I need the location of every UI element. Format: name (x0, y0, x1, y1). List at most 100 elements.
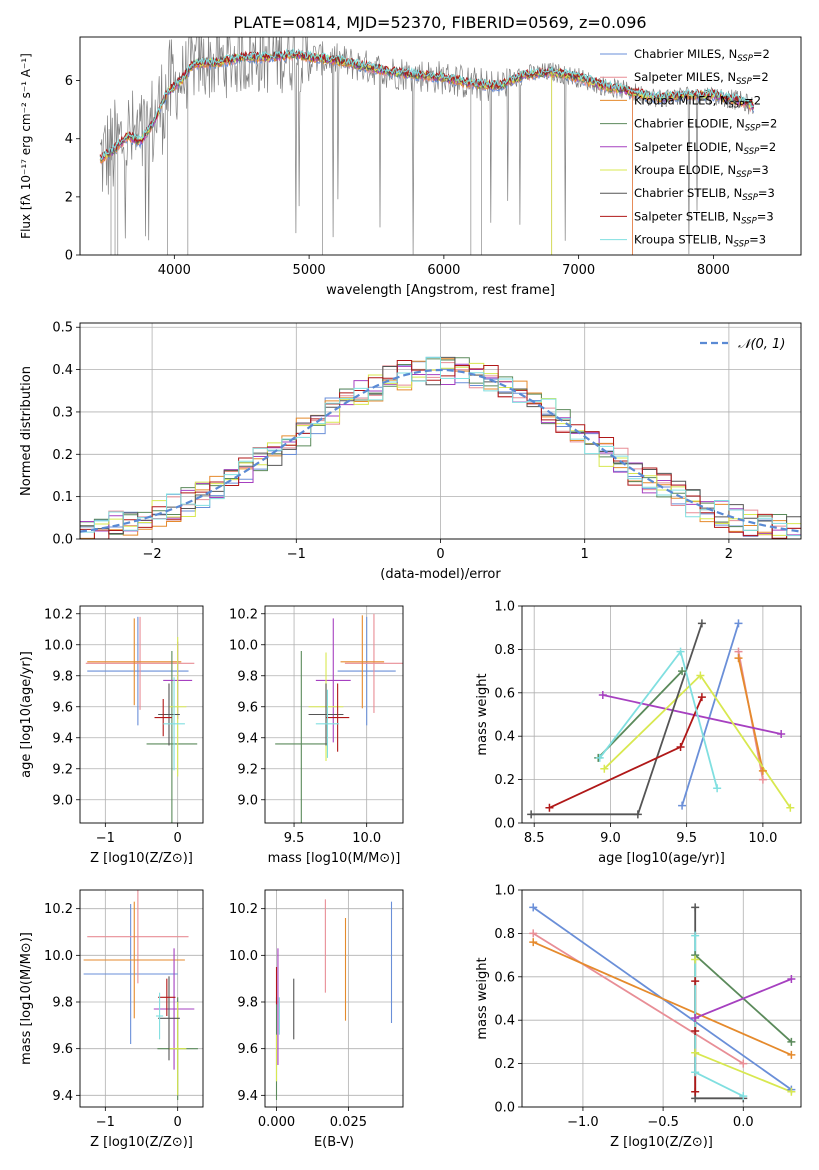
y-axis-label: mass weight (475, 957, 490, 1039)
y-tick-label: 0.2 (494, 773, 515, 788)
x-axis-label: Z [log10(Z/Z⊙)] (90, 851, 193, 866)
x-tick-label: 2 (725, 547, 733, 562)
y-tick-label: 0.6 (494, 970, 515, 985)
y-tick-label: 9.6 (52, 1042, 73, 1057)
data-point (786, 803, 795, 812)
y-tick-label: 10.0 (229, 949, 258, 964)
y-tick-label: 0.4 (52, 363, 73, 378)
y-tick-label: 0.8 (494, 643, 515, 658)
weight-series-8 (599, 649, 718, 789)
y-tick-label: 9.0 (237, 793, 258, 808)
legend-sub: SSP (744, 147, 760, 157)
plot-area (99, 37, 755, 255)
y-tick-label: 9.8 (52, 996, 73, 1011)
legend-suffix: =2 (753, 47, 770, 61)
axes-frame (79, 36, 802, 256)
y-axis-label: Normed distribution (19, 366, 34, 496)
figure-title: PLATE=0814, MJD=52370, FIBERID=0569, z=0… (233, 13, 646, 32)
y-tick-label: 1.0 (494, 600, 515, 615)
axes-frame (521, 605, 802, 824)
x-axis-label: (data-model)/error (380, 567, 501, 582)
panel-spectrum: 4000 5000 6000 7000 8000 0 2 4 6 wavelength [Angs… (19, 36, 802, 298)
y-tick-label: 9.4 (52, 731, 73, 746)
data-point (691, 1048, 700, 1057)
legend-suffix: =2 (744, 93, 761, 107)
y-tick-label: 0.0 (52, 533, 73, 548)
x-tick-label: −1 (96, 1115, 115, 1130)
legend-entry: Chabrier STELIB, NSSP=3 (634, 186, 775, 203)
legend-entry: Chabrier MILES, NSSP=2 (634, 47, 770, 64)
x-tick-label: 0 (436, 547, 444, 562)
data-point (713, 784, 722, 793)
y-tick-label: 9.6 (237, 700, 258, 715)
y-tick-label: 0.6 (494, 686, 515, 701)
data-point (600, 764, 609, 773)
legend-entry: Salpeter MILES, NSSP=2 (634, 70, 769, 87)
y-tick-label: 9.6 (237, 1042, 258, 1057)
legend-entry: Kroupa ELODIE, NSSP=3 (634, 163, 769, 180)
x-tick-label: 0 (174, 831, 182, 846)
legend-sub: SSP (736, 77, 752, 87)
legend-suffix: =3 (752, 163, 769, 177)
data-point (529, 938, 538, 947)
x-tick-label: 8000 (697, 263, 730, 278)
weight-series-2 (737, 657, 764, 772)
axes-frame (79, 322, 802, 540)
weight-series-2 (532, 941, 792, 1056)
legend-entry: Salpeter STELIB, NSSP=3 (634, 209, 774, 226)
data-point (529, 929, 538, 938)
y-tick-label: 0.0 (494, 817, 515, 832)
legend-entry: Salpeter ELODIE, NSSP=2 (634, 140, 776, 157)
data-point (787, 974, 796, 983)
residual-histogram-8 (80, 356, 801, 539)
gaussian-curve (80, 368, 801, 533)
y-tick-label: 1.0 (494, 884, 515, 899)
y-axis-label: mass [log10(M/M⊙)] (19, 932, 34, 1065)
data-point (787, 1037, 796, 1046)
data-point (697, 693, 706, 702)
data-point (739, 1059, 748, 1068)
data-point (678, 667, 687, 676)
model-spectrum-7 (99, 48, 755, 160)
y-tick-label: 6 (65, 74, 73, 89)
weight-series-6 (531, 623, 703, 816)
y-tick-label: 9.4 (52, 1089, 73, 1104)
y-tick-label: 0.0 (494, 1101, 515, 1116)
x-tick-label: 9.0 (600, 831, 621, 846)
y-axis-label: mass weight (475, 673, 490, 755)
y-tick-label: 10.0 (44, 638, 73, 653)
axes-frame (79, 889, 204, 1108)
panel-residuals: −2 −1 0 1 2 0.0 0.1 0.2 0.3 0.4 0.5 (data-model)/er… (19, 321, 802, 582)
data-point (691, 955, 700, 964)
x-tick-label: −1 (96, 831, 115, 846)
plot-area (85, 616, 198, 823)
x-axis-label: E(B-V) (314, 1135, 354, 1150)
data-point (734, 654, 743, 663)
data-point (691, 977, 700, 986)
legend-entry: Kroupa STELIB, NSSP=3 (634, 233, 766, 250)
legend-suffix: =2 (759, 140, 776, 154)
data-point (787, 1087, 796, 1096)
data-point (527, 810, 536, 819)
legend-sub: SSP (734, 240, 750, 250)
y-tick-label: 9.2 (52, 762, 73, 777)
x-tick-label: −0.5 (647, 1115, 679, 1130)
axes-frame (521, 889, 802, 1108)
y-tick-label: 9.2 (237, 762, 258, 777)
y-tick-label: 0 (65, 249, 73, 264)
x-axis-label: Z [log10(Z/Z⊙)] (90, 1135, 193, 1150)
x-tick-label: 0 (174, 1115, 182, 1130)
x-axis-label: wavelength [Angstrom, rest frame] (326, 283, 555, 298)
residual-histogram-7 (80, 360, 801, 539)
residual-histogram-6 (80, 356, 801, 539)
y-tick-label: 2 (65, 190, 73, 205)
legend-entry: Kroupa MILES, NSSP=2 (634, 93, 761, 110)
data-point (545, 803, 554, 812)
x-axis-label: Z [log10(Z/Z⊙)] (610, 1135, 713, 1150)
y-tick-label: 9.6 (52, 700, 73, 715)
y-tick-label: 9.8 (52, 669, 73, 684)
legend-label: Kroupa STELIB, N (634, 233, 734, 247)
legend-label: Chabrier STELIB, N (634, 186, 742, 200)
x-tick-label: −2 (143, 547, 162, 562)
